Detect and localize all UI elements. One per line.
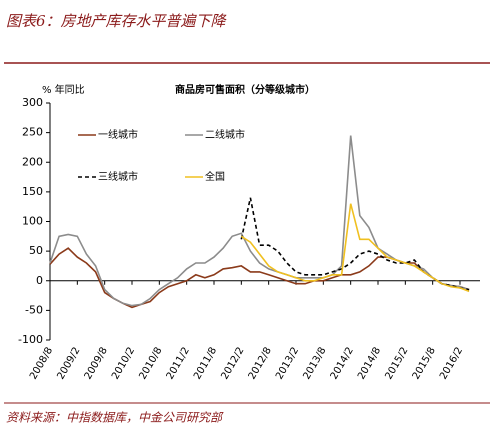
y-tick-label: 300 bbox=[22, 96, 43, 109]
x-tick-label: 2013/8 bbox=[301, 346, 328, 382]
y-tick-label: 50 bbox=[29, 244, 43, 257]
x-tick-label: 2015/8 bbox=[411, 346, 438, 382]
x-tick-label: 2008/8 bbox=[28, 346, 55, 382]
y-tick-label: -50 bbox=[25, 303, 43, 316]
series-line bbox=[240, 197, 470, 291]
x-tick-label: 2009/2 bbox=[55, 346, 82, 382]
legend-label: 三线城市 bbox=[98, 170, 138, 183]
x-tick-label: 2015/2 bbox=[383, 346, 410, 382]
x-tick-label: 2010/8 bbox=[137, 346, 164, 382]
x-tick-label: 2009/8 bbox=[83, 346, 110, 382]
series-line bbox=[240, 203, 470, 293]
y-tick-label: 250 bbox=[22, 126, 43, 139]
y-tick-label: 100 bbox=[22, 215, 43, 228]
x-tick-label: 2012/8 bbox=[247, 346, 274, 382]
y-tick-label: -100 bbox=[18, 333, 43, 346]
x-tick-label: 2013/2 bbox=[274, 346, 301, 382]
series-line bbox=[49, 135, 470, 307]
x-tick-label: 2010/2 bbox=[110, 346, 137, 382]
x-tick-label: 2016/2 bbox=[438, 346, 465, 382]
legend-label: 全国 bbox=[205, 170, 225, 183]
y-axis-label: % 年同比 bbox=[42, 83, 85, 96]
x-tick-label: 2014/2 bbox=[329, 346, 356, 382]
page-title: 图表6：房地产库存水平普遍下降 bbox=[6, 12, 228, 30]
legend-label: 二线城市 bbox=[205, 128, 245, 141]
chart-title: 商品房可售面积（分等级城市） bbox=[175, 83, 315, 96]
x-tick-label: 2014/8 bbox=[356, 346, 383, 382]
x-tick-label: 2012/2 bbox=[219, 346, 246, 382]
x-tick-label: 2011/8 bbox=[192, 346, 219, 382]
x-tick-label: 2011/2 bbox=[165, 346, 192, 382]
legend-label: 一线城市 bbox=[98, 128, 138, 141]
source: 资料来源：中指数据库，中金公司研究部 bbox=[6, 411, 224, 425]
y-tick-label: 0 bbox=[36, 274, 43, 287]
y-tick-label: 150 bbox=[22, 185, 43, 198]
y-tick-label: 200 bbox=[22, 155, 43, 168]
